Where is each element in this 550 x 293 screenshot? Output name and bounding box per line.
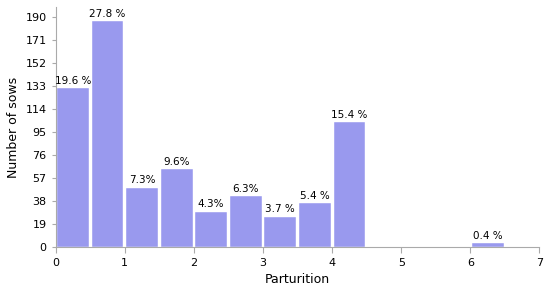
Bar [230,196,262,247]
Bar [92,21,123,247]
Bar [472,243,504,247]
X-axis label: Parturition: Parturition [265,273,330,286]
Bar [161,169,192,247]
Text: 15.4 %: 15.4 % [331,110,367,120]
Text: 6.3%: 6.3% [233,184,259,194]
Bar [126,188,158,247]
Text: 4.3%: 4.3% [198,200,224,209]
Bar [265,217,296,247]
Text: 3.7 %: 3.7 % [266,204,295,214]
Text: 27.8 %: 27.8 % [89,9,126,19]
Text: 7.3%: 7.3% [129,175,155,185]
Text: 5.4 %: 5.4 % [300,191,330,201]
Bar [57,88,89,247]
Text: 19.6 %: 19.6 % [55,76,91,86]
Y-axis label: Number of sows: Number of sows [7,76,20,178]
Text: 9.6%: 9.6% [163,157,190,167]
Bar [195,212,227,247]
Bar [333,122,365,247]
Text: 0.4 %: 0.4 % [473,231,503,241]
Bar [299,203,331,247]
